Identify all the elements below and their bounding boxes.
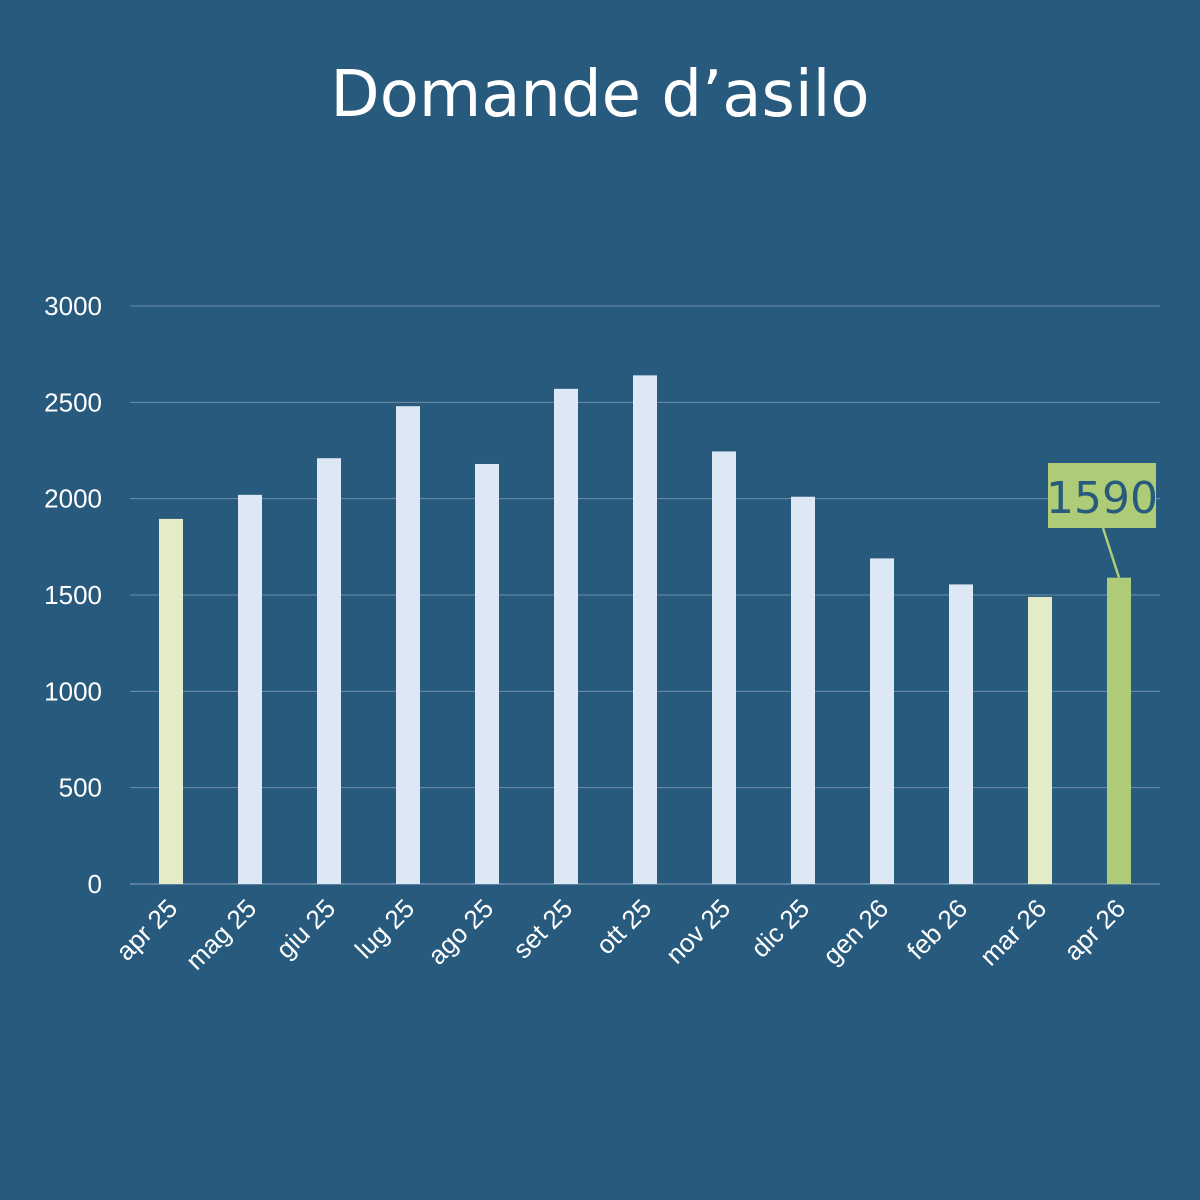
bar [1107,577,1131,884]
bar [475,463,499,884]
x-tick-label: gen 26 [817,893,894,970]
x-tick-label: apr 26 [1058,893,1131,966]
x-tick-label: set 25 [507,893,578,964]
bar [949,584,973,884]
bar [633,375,657,884]
y-tick-label: 500 [59,773,102,803]
chart-title: Domande d’asilo [330,58,870,132]
y-tick-label: 0 [88,869,102,899]
y-tick-label: 2000 [44,484,102,514]
y-tick-label: 1000 [44,676,102,706]
annotation: 1590 [1046,463,1158,579]
y-axis-ticks: 0 500 1000 1500 2000 2500 3000 [44,291,102,899]
bar [396,406,420,884]
bar [1028,596,1052,884]
bar [554,388,578,884]
x-tick-label: feb 26 [901,893,973,965]
x-tick-label: giu 25 [270,893,341,964]
x-tick-label: nov 25 [660,893,736,969]
x-tick-label: apr 25 [110,893,183,966]
x-tick-label: dic 25 [745,893,815,963]
x-tick-label: mar 26 [974,893,1052,971]
bar [317,458,341,884]
bars [159,375,1131,884]
bar [870,558,894,884]
bar [238,494,262,884]
y-tick-label: 2500 [44,387,102,417]
x-tick-label: mag 25 [180,893,263,976]
bar [159,518,183,884]
annotation-box [1048,463,1156,528]
annotation-label: 1590 [1046,473,1158,524]
x-tick-label: ago 25 [422,893,499,970]
bar [791,496,815,884]
y-tick-label: 3000 [44,291,102,321]
annotation-leader-line [1101,527,1121,579]
bar [712,451,736,884]
y-tick-label: 1500 [44,580,102,610]
x-tick-label: ott 25 [590,893,657,960]
x-tick-label: lug 25 [349,893,420,964]
